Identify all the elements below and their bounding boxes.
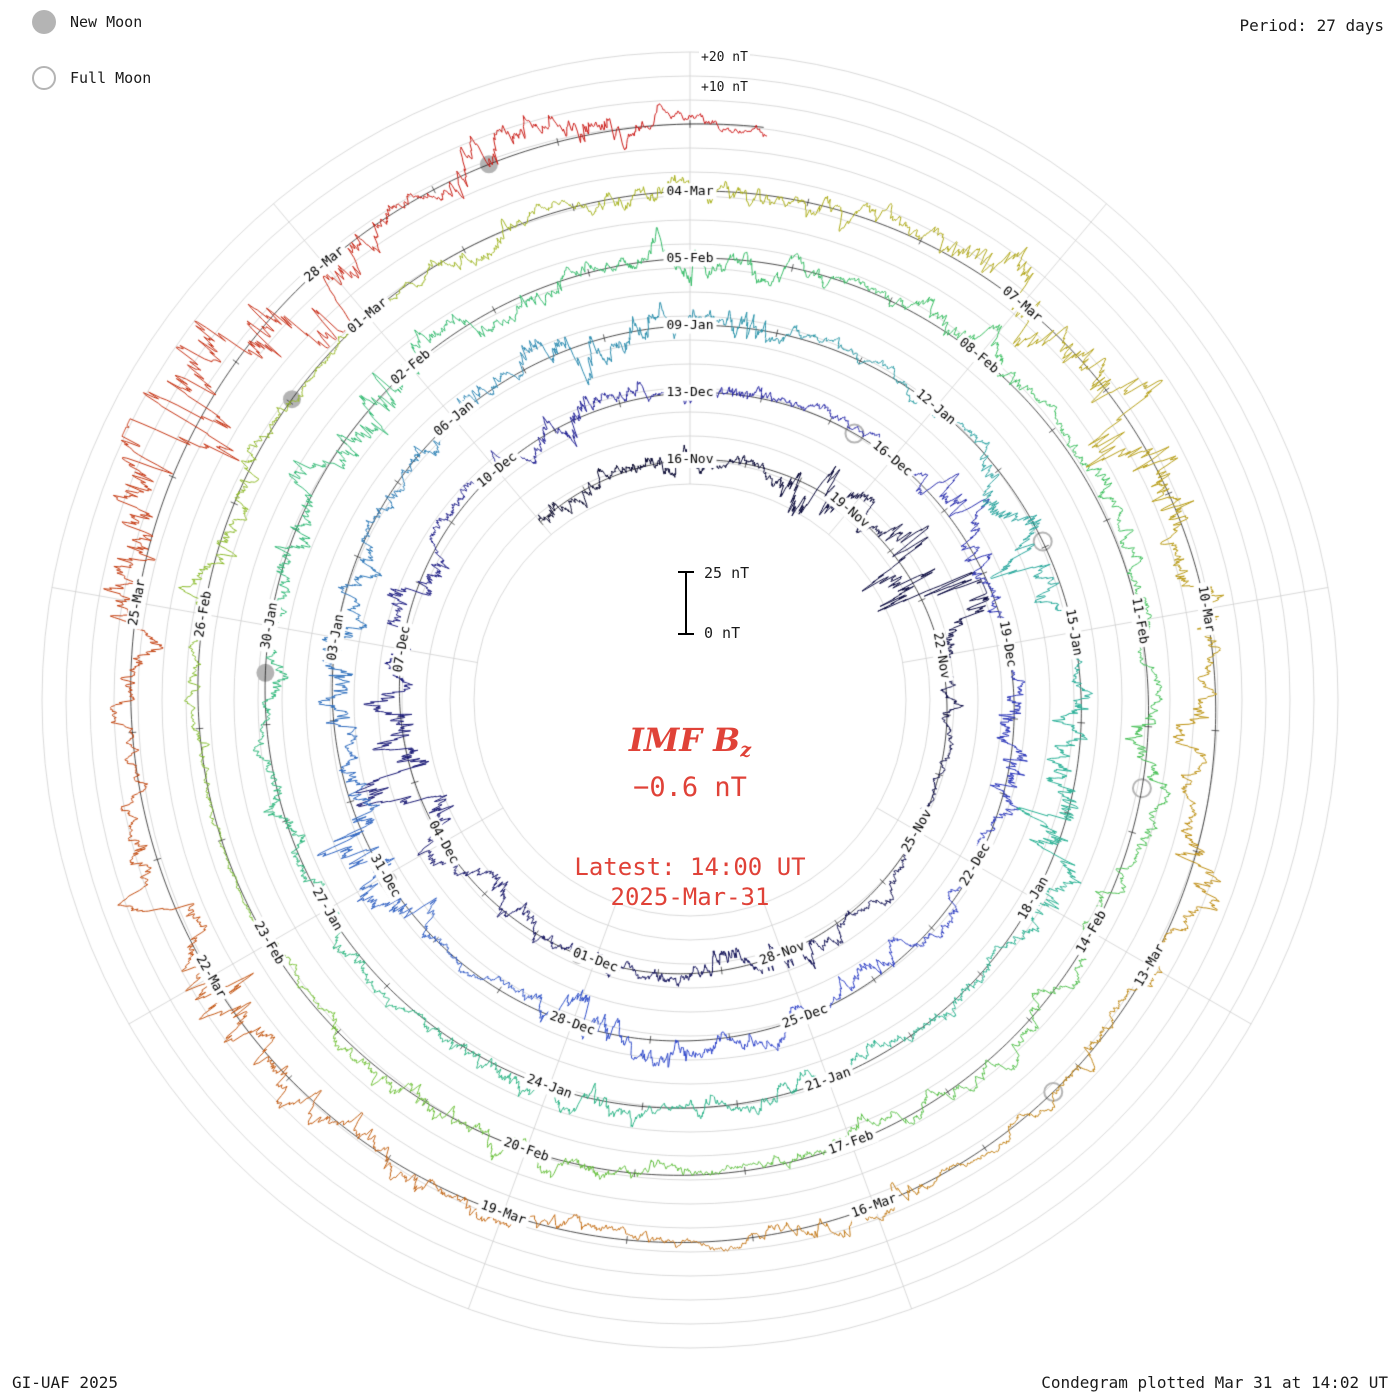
legend-row-full-moon: Full Moon [32,64,151,92]
scale-bar-top-label: 25 nT [704,564,750,582]
amplitude-plus10-label: +10 nT [699,80,750,95]
new-moon-label: New Moon [70,13,143,31]
legend-row-new-moon: New Moon [32,8,151,36]
latest-time-label: Latest: 14:00 UT [574,853,806,882]
full-moon-icon [32,66,56,90]
imf-bz-current-value: −0.6 nT [633,772,747,804]
scale-bar-line [685,571,687,635]
center-annotation: IMF Bz −0.6 nT Latest: 14:00 UT 2025-Mar… [490,720,890,912]
full-moon-label: Full Moon [70,69,152,87]
scale-bar [678,571,694,635]
imf-bz-title: IMF Bz [490,720,890,770]
latest-date-label: 2025-Mar-31 [610,883,770,912]
new-moon-icon [32,10,56,34]
imf-bz-title-main: IMF B [628,721,741,759]
plotted-timestamp-label: Condegram plotted Mar 31 at 14:02 UT [1041,1373,1388,1392]
credit-label: GI-UAF 2025 [12,1373,118,1392]
scale-bar-bottom-cap [678,633,694,635]
imf-bz-title-subscript: z [740,738,752,762]
moon-legend: New Moon Full Moon [32,8,151,120]
amplitude-plus20-label: +20 nT [699,50,750,65]
period-label: Period: 27 days [1239,16,1385,35]
scale-bar-bottom-label: 0 nT [704,624,741,642]
